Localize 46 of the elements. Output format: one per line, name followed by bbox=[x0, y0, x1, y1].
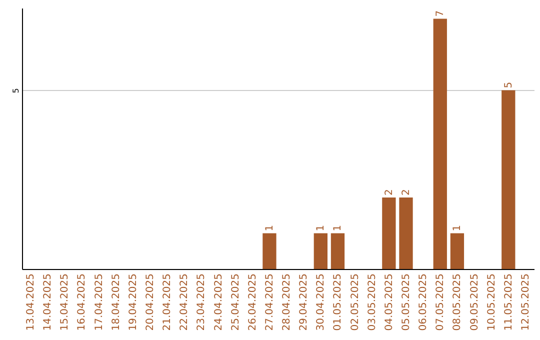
x-tick-label: 03.05.2025 bbox=[366, 274, 378, 331]
x-tick-label: 06.05.2025 bbox=[418, 274, 430, 331]
x-tick-label: 27.04.2025 bbox=[264, 274, 276, 331]
x-tick-label: 21.04.2025 bbox=[162, 274, 174, 331]
x-tick-label: 25.04.2025 bbox=[230, 274, 242, 331]
data-label: 7 bbox=[435, 10, 446, 17]
x-tick-label: 12.05.2025 bbox=[520, 274, 532, 331]
x-tick-label: 07.05.2025 bbox=[435, 274, 446, 331]
bar bbox=[262, 233, 276, 269]
x-tick-label: 26.04.2025 bbox=[247, 274, 258, 331]
data-label: 1 bbox=[264, 224, 276, 232]
bar bbox=[330, 233, 345, 269]
x-tick-label: 29.04.2025 bbox=[298, 274, 310, 331]
x-tick-label: 23.04.2025 bbox=[196, 274, 208, 331]
data-label: 5 bbox=[503, 82, 514, 88]
x-tick-label: 05.05.2025 bbox=[401, 274, 412, 331]
x-tick-label: 10.05.2025 bbox=[486, 274, 498, 331]
x-tick-label: 30.04.2025 bbox=[316, 274, 327, 331]
x-tick-label: 14.04.2025 bbox=[42, 274, 54, 331]
x-tick-label: 17.04.2025 bbox=[94, 274, 105, 331]
bar bbox=[502, 90, 516, 269]
x-tick-label: 13.04.2025 bbox=[26, 274, 37, 331]
x-tick-label: 15.04.2025 bbox=[60, 274, 71, 331]
bar bbox=[433, 18, 447, 269]
x-tick-label: 08.05.2025 bbox=[452, 274, 464, 331]
bar bbox=[450, 233, 464, 269]
x-tick-label: 20.04.2025 bbox=[145, 274, 156, 331]
x-tick-label: 01.05.2025 bbox=[332, 274, 344, 331]
x-tick-label: 11.05.2025 bbox=[503, 274, 514, 331]
x-tick-label: 16.04.2025 bbox=[76, 274, 88, 331]
x-tick-label: 18.04.2025 bbox=[110, 274, 122, 331]
bar bbox=[382, 197, 396, 269]
x-tick-label: 28.04.2025 bbox=[282, 274, 293, 331]
x-tick-label: 19.04.2025 bbox=[128, 274, 139, 331]
data-label: 1 bbox=[316, 224, 327, 232]
data-label: 2 bbox=[384, 189, 395, 196]
bar bbox=[399, 197, 413, 269]
x-tick-label: 24.04.2025 bbox=[213, 274, 224, 331]
data-label: 1 bbox=[452, 224, 464, 232]
data-label: 1 bbox=[332, 224, 344, 232]
data-label: 2 bbox=[401, 189, 412, 196]
bar bbox=[314, 233, 328, 269]
x-tick-label: 09.05.2025 bbox=[469, 274, 480, 331]
x-tick-label: 22.04.2025 bbox=[179, 274, 190, 331]
x-tick-label: 02.05.2025 bbox=[350, 274, 361, 331]
x-tick-label: 04.05.2025 bbox=[384, 274, 395, 331]
